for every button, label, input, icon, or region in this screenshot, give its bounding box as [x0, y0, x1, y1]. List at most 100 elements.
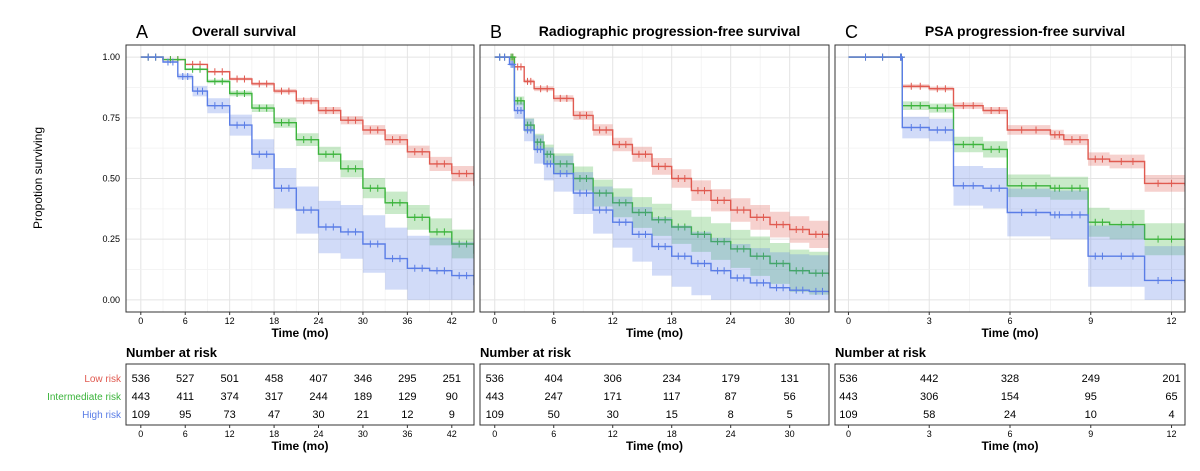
- x-tick-label: 6: [1007, 316, 1012, 326]
- censor-mark: [374, 126, 382, 134]
- censor-mark: [389, 255, 397, 263]
- censor-mark: [812, 287, 820, 295]
- censor-mark: [700, 230, 708, 238]
- censor-mark: [1076, 184, 1084, 192]
- censor-mark: [366, 184, 374, 192]
- censor-mark: [602, 206, 610, 214]
- risk-time-label: 24: [726, 429, 736, 439]
- censor-mark: [635, 208, 643, 216]
- x-tick-label: 36: [402, 316, 412, 326]
- censor-mark: [255, 80, 263, 88]
- censor-mark: [152, 53, 160, 61]
- risk-count: 90: [446, 391, 458, 403]
- survival-curve: [848, 56, 1185, 240]
- censor-mark: [576, 189, 584, 197]
- risk-x-axis-title: Time (mo): [981, 439, 1038, 453]
- ci-band: [848, 57, 1185, 300]
- censor-mark: [907, 124, 915, 132]
- x-tick-label: 9: [1088, 316, 1093, 326]
- risk-count: 179: [722, 373, 740, 385]
- risk-table-frame: [125, 363, 475, 426]
- risk-table-A: Number at risk 536 527 501 458 407 346 295 251 44…: [125, 345, 475, 453]
- censor-mark: [779, 284, 787, 292]
- survival-curve: [140, 56, 474, 254]
- censor-mark: [411, 148, 419, 156]
- censor-mark: [169, 58, 177, 66]
- risk-count: 306: [920, 391, 938, 403]
- censor-mark: [344, 165, 352, 173]
- censor-mark: [199, 87, 207, 95]
- censor-mark: [818, 269, 826, 277]
- censor-mark: [596, 206, 604, 214]
- censor-mark: [714, 267, 722, 275]
- censor-mark: [1117, 158, 1125, 166]
- censor-mark: [661, 162, 669, 170]
- x-axis-title: Time (mo): [626, 326, 683, 340]
- censor-mark: [969, 182, 977, 190]
- censor-mark: [509, 53, 517, 61]
- censor-mark: [563, 160, 571, 168]
- censor-mark: [674, 175, 682, 182]
- censor-mark: [596, 189, 604, 197]
- censor-mark: [144, 53, 152, 61]
- risk-count: 47: [268, 409, 280, 421]
- risk-time-label: 0: [492, 429, 497, 439]
- series-high-risk: [494, 53, 829, 300]
- censor-mark: [1055, 184, 1063, 192]
- risk-time-label: 6: [1007, 429, 1012, 439]
- censor-mark: [694, 259, 702, 267]
- censor-mark: [779, 259, 787, 267]
- censor-mark: [661, 216, 669, 224]
- censor-mark: [300, 136, 308, 144]
- risk-time-label: 24: [314, 429, 324, 439]
- censor-mark: [263, 150, 271, 158]
- risk-table-title: Number at risk: [835, 345, 927, 360]
- censor-mark: [352, 116, 360, 124]
- censor-mark: [933, 85, 941, 93]
- x-tick-label: 6: [183, 316, 188, 326]
- censor-mark: [211, 68, 219, 76]
- x-tick-label: 12: [608, 316, 618, 326]
- censor-mark: [543, 85, 551, 93]
- risk-x-axis-title: Time (mo): [271, 439, 328, 453]
- censor-mark: [517, 63, 525, 71]
- risk-count: 58: [923, 409, 935, 421]
- risk-time-label: 30: [785, 429, 795, 439]
- censor-mark: [1098, 252, 1106, 260]
- risk-group-label: High risk: [82, 410, 122, 421]
- y-axis-title: Propotion surviving: [31, 127, 45, 229]
- censor-mark: [720, 238, 728, 246]
- censor-mark: [907, 82, 915, 90]
- censor-mark: [987, 184, 995, 192]
- censor-mark: [1168, 235, 1176, 243]
- censor-mark: [396, 136, 404, 144]
- risk-count: 328: [1001, 373, 1019, 385]
- ci-band: [494, 57, 829, 300]
- censor-mark: [396, 255, 404, 263]
- censor-mark: [818, 287, 826, 295]
- risk-count: 189: [354, 391, 372, 403]
- survival-curve: [494, 56, 829, 237]
- risk-time-label: 12: [1167, 429, 1177, 439]
- risk-count: 411: [176, 391, 194, 403]
- censor-mark: [1018, 182, 1026, 190]
- y-tick-label: 0.50: [102, 174, 120, 184]
- censor-mark: [509, 60, 517, 68]
- grid: [835, 45, 1185, 312]
- censor-mark: [240, 75, 248, 83]
- censor-mark: [959, 141, 967, 149]
- risk-count: 234: [663, 373, 681, 385]
- ci-band: [494, 57, 829, 251]
- panel-letter: C: [845, 22, 858, 42]
- censor-mark: [211, 77, 219, 85]
- risk-count: 9: [449, 409, 455, 421]
- censor-mark: [681, 252, 689, 260]
- risk-table-title: Number at risk: [480, 345, 572, 360]
- censor-mark: [622, 218, 630, 226]
- censor-mark: [933, 126, 941, 134]
- censor-mark: [374, 184, 382, 192]
- censor-mark: [759, 279, 767, 287]
- censor-mark: [352, 228, 360, 236]
- censor-mark: [527, 77, 535, 85]
- censor-mark: [233, 121, 241, 129]
